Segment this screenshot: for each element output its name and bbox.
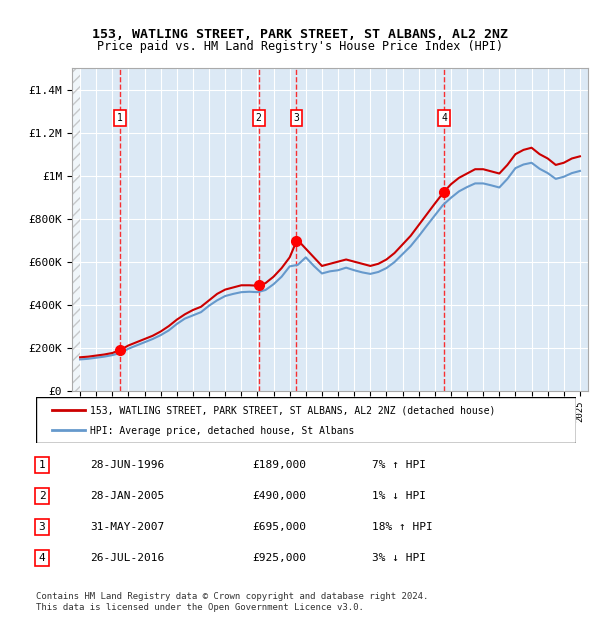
Text: 153, WATLING STREET, PARK STREET, ST ALBANS, AL2 2NZ: 153, WATLING STREET, PARK STREET, ST ALB… [92, 28, 508, 41]
Text: 3: 3 [38, 522, 46, 532]
Text: £490,000: £490,000 [252, 491, 306, 501]
Text: £189,000: £189,000 [252, 460, 306, 470]
Polygon shape [72, 68, 80, 391]
Text: 4: 4 [38, 553, 46, 563]
Text: 31-MAY-2007: 31-MAY-2007 [90, 522, 164, 532]
Text: 153, WATLING STREET, PARK STREET, ST ALBANS, AL2 2NZ (detached house): 153, WATLING STREET, PARK STREET, ST ALB… [90, 405, 496, 416]
Text: 18% ↑ HPI: 18% ↑ HPI [372, 522, 433, 532]
Text: 26-JUL-2016: 26-JUL-2016 [90, 553, 164, 563]
Text: 28-JAN-2005: 28-JAN-2005 [90, 491, 164, 501]
Text: 3: 3 [293, 113, 299, 123]
Text: 3% ↓ HPI: 3% ↓ HPI [372, 553, 426, 563]
Text: 1% ↓ HPI: 1% ↓ HPI [372, 491, 426, 501]
Text: £695,000: £695,000 [252, 522, 306, 532]
Text: 4: 4 [441, 113, 447, 123]
Text: 2: 2 [38, 491, 46, 501]
Text: 7% ↑ HPI: 7% ↑ HPI [372, 460, 426, 470]
Text: 1: 1 [38, 460, 46, 470]
Text: £925,000: £925,000 [252, 553, 306, 563]
Text: Contains HM Land Registry data © Crown copyright and database right 2024.
This d: Contains HM Land Registry data © Crown c… [36, 592, 428, 611]
Text: 1: 1 [117, 113, 123, 123]
FancyBboxPatch shape [36, 397, 576, 443]
Text: Price paid vs. HM Land Registry's House Price Index (HPI): Price paid vs. HM Land Registry's House … [97, 40, 503, 53]
Text: 28-JUN-1996: 28-JUN-1996 [90, 460, 164, 470]
Text: 2: 2 [256, 113, 262, 123]
Text: HPI: Average price, detached house, St Albans: HPI: Average price, detached house, St A… [90, 426, 355, 436]
